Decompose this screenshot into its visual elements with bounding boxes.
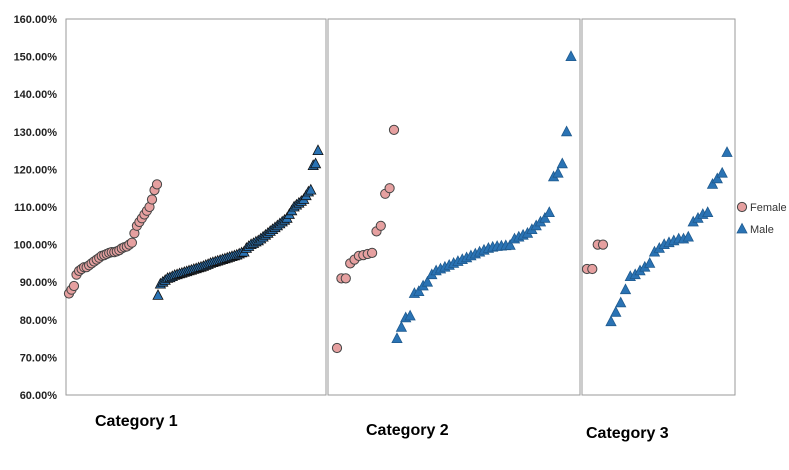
male-point: [560, 125, 573, 137]
male-point: [152, 289, 164, 300]
y-tick-label: 150.00%: [14, 52, 58, 64]
male-point: [711, 172, 723, 184]
male-point: [539, 211, 551, 223]
y-tick-label: 130.00%: [14, 127, 58, 139]
male-point: [543, 206, 555, 218]
male-point: [619, 283, 632, 295]
legend-female-label: Female: [750, 202, 787, 214]
female-point: [388, 124, 400, 135]
category-label: Category 2: [366, 422, 449, 439]
male-point: [702, 206, 714, 218]
male-point: [565, 50, 577, 61]
category-label: Category 1: [95, 413, 178, 430]
male-point: [682, 230, 694, 242]
y-tick-label: 120.00%: [14, 164, 58, 176]
male-point: [391, 332, 403, 344]
category-label: Category 3: [586, 425, 669, 442]
male-point: [716, 166, 728, 178]
female-point: [367, 247, 378, 258]
y-tick-label: 60.00%: [20, 390, 58, 402]
male-point: [395, 320, 408, 332]
panel-frame: [581, 18, 736, 396]
female-point: [331, 342, 343, 354]
y-tick-label: 160.00%: [14, 14, 58, 26]
female-point: [587, 263, 598, 275]
y-tick-label: 100.00%: [14, 240, 58, 252]
female-point: [384, 183, 395, 194]
male-point: [721, 146, 733, 157]
male-point: [312, 144, 324, 156]
male-point: [309, 157, 322, 169]
female-point: [68, 280, 80, 292]
female-point: [126, 237, 137, 248]
panel-frame: [65, 18, 327, 396]
male-point: [305, 183, 317, 195]
female-point: [340, 273, 351, 284]
y-tick-label: 140.00%: [14, 89, 58, 101]
male-point: [404, 309, 416, 321]
male-point: [552, 166, 564, 178]
male-point: [605, 315, 617, 327]
legend-male-marker: [736, 222, 748, 234]
male-point: [413, 285, 425, 297]
legend-male-label: Male: [750, 224, 774, 236]
y-tick-label: 70.00%: [20, 352, 58, 364]
male-point: [644, 257, 656, 268]
male-point: [556, 157, 568, 169]
legend-female-marker: [736, 201, 748, 213]
female-point: [151, 179, 163, 190]
female-point: [597, 239, 609, 250]
panel-frame: [327, 18, 581, 396]
y-tick-label: 110.00%: [14, 202, 57, 214]
female-point: [146, 194, 158, 205]
male-point: [504, 239, 516, 250]
y-tick-label: 90.00%: [20, 277, 58, 289]
male-point: [615, 296, 627, 308]
male-point: [610, 305, 622, 317]
male-point: [421, 275, 434, 287]
y-tick-label: 80.00%: [20, 315, 58, 327]
male-point: [706, 178, 719, 189]
female-point: [375, 220, 386, 231]
